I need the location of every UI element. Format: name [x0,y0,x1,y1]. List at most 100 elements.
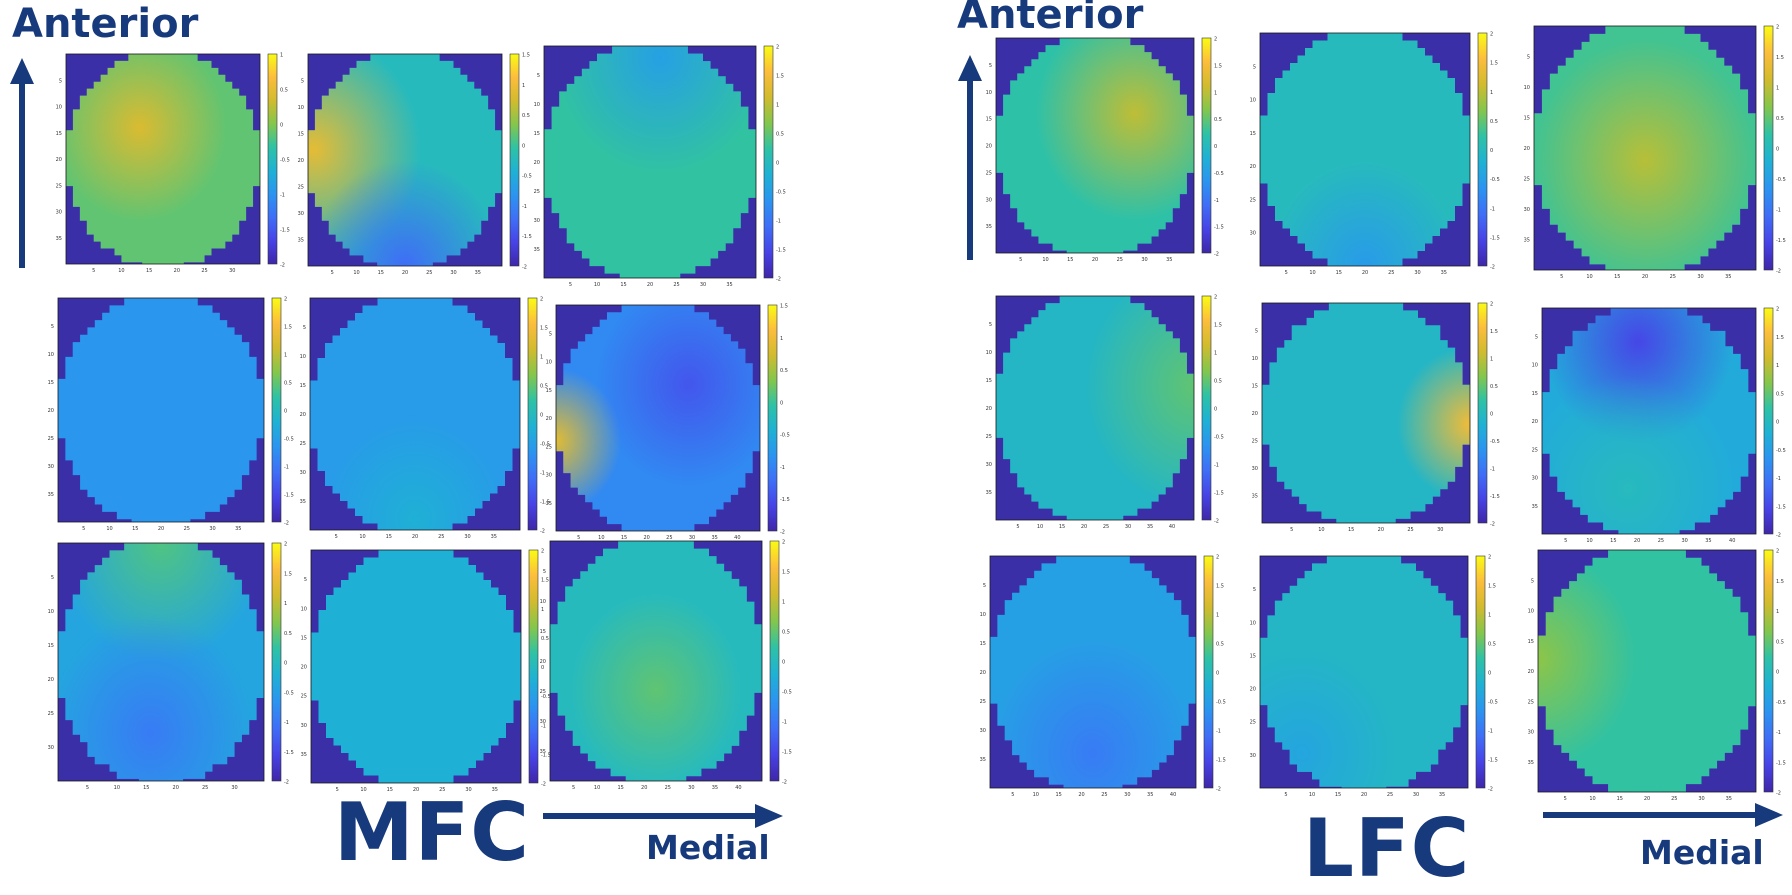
y-tick-label: 25 [1524,177,1530,183]
y-tick-label: 20 [56,157,62,163]
x-tick-label: 10 [118,268,124,274]
colorbar-tick-label: 0.5 [541,636,549,642]
colorbar-tick-label: -0.5 [540,442,550,448]
y-tick-label: 5 [301,79,304,85]
colorbar-tick-label: -1.5 [1776,504,1786,510]
y-tick-label: 10 [1524,85,1530,91]
colorbar-tick-label: 0.5 [284,381,292,387]
y-tick-label: 15 [534,131,540,137]
x-tick-label: 20 [1642,274,1648,280]
colorbar-tick-label: -1 [1214,463,1219,469]
colorbar-tick-label: 1 [522,83,525,89]
y-tick-label: 5 [304,577,307,583]
colorbar-tick-label: -0.5 [1490,439,1500,445]
colorbar-tick-label: 2 [284,297,287,303]
x-tick-label: 30 [700,282,706,288]
x-tick-label: 20 [641,785,647,791]
x-tick-label: 15 [1059,524,1065,530]
colorbar-tick-label: 0 [780,400,783,406]
y-tick-label: 20 [540,659,546,665]
x-tick-label: 25 [1101,792,1107,798]
x-tick-label: 10 [594,282,600,288]
colorbar-tick-label: -0.5 [1776,177,1786,183]
colorbar-tick-label: 2 [1776,549,1779,555]
x-tick-label: 40 [1729,538,1735,544]
y-tick-label: 15 [1528,639,1534,645]
x-tick-label: 30 [229,268,235,274]
colorbar-tick-label: -1.5 [1488,758,1498,764]
colorbar-tick-label: -1.5 [1776,238,1786,244]
colorbar-tick-label: 1.5 [780,304,788,310]
y-tick-label: 5 [1535,334,1538,340]
contact-map-mfc-r1c2: 1.5 1 0.5 0 -0.5 -1 -1.5 -2 5 10 15 20 25 30 35 5 10 15 20… [296,53,541,288]
y-tick-label: 15 [986,117,992,123]
x-tick-label: 35 [711,535,717,541]
contact-map-mfc-r2c1: 2 1.5 1 0.5 0 -0.5 -1 -1.5 -2 5 10 15 20 25 30 35 5 10 15 2… [46,297,303,544]
x-tick-label: 15 [1067,257,1073,263]
x-tick-label: 10 [106,526,112,532]
x-tick-label: 10 [1589,796,1595,802]
colorbar-tick-label: 0 [280,123,283,129]
x-tick-label: 25 [438,534,444,540]
y-tick-label: 20 [300,412,306,418]
colorbar-tick-label: 1 [780,336,783,342]
y-tick-label: 25 [48,436,54,442]
y-tick-label: 10 [1528,609,1534,615]
x-tick-label: 20 [158,526,164,532]
colorbar-tick-label: -1.5 [284,493,294,499]
y-tick-label: 5 [549,331,552,337]
y-tick-label: 25 [1532,447,1538,453]
colorbar-tick-label: -2 [1214,519,1219,525]
y-tick-label: 35 [300,499,306,505]
y-tick-label: 5 [989,322,992,328]
x-tick-label: 5 [577,535,580,541]
x-tick-label: 10 [1042,257,1048,263]
x-tick-label: 5 [572,785,575,791]
colorbar-tick-label: 0 [1490,412,1493,418]
colorbar-tick-label: 2 [776,45,779,51]
y-tick-label: 10 [56,105,62,111]
y-tick-label: 20 [298,158,304,164]
y-tick-label: 30 [980,728,986,734]
y-tick-label: 15 [1252,384,1258,390]
heatmap-mfc-r2c1: 2 1.5 1 0.5 0 -0.5 -1 -1.5 -2 5 10 15 20 25 30 35 5 10 15 2… [48,297,294,533]
colorbar-tick-label: -2 [522,265,527,271]
contact-map-lfc-r1c3: 2 1.5 1 0.5 0 -0.5 -1 -1.5 -2 5 10 15 20 25 30 35 5 10 15 2… [1522,25,1792,292]
colorbar-tick-label: 1.5 [1214,63,1222,69]
colorbar-tick-label: -0.5 [284,437,294,443]
x-tick-label: 10 [353,270,359,276]
x-tick-label: 5 [335,534,338,540]
x-tick-label: 25 [673,282,679,288]
colorbar-tick-label: -2 [776,277,781,283]
x-tick-label: 20 [1634,538,1640,544]
lfc-group-label: LFC [1303,802,1471,895]
colorbar-tick-label: -2 [1488,787,1493,793]
mfc-medial-label: Medial [646,828,770,867]
x-tick-label: 25 [665,785,671,791]
colorbar-tick-label: 1.5 [1490,329,1498,335]
y-tick-label: 20 [1524,146,1530,152]
heatmap-lfc-r2c3: 2 1.5 1 0.5 0 -0.5 -1 -1.5 -2 5 10 15 20 25 30 35 40 5 10 1… [1532,307,1786,545]
y-tick-label: 10 [1532,363,1538,369]
colorbar-tick-label: -1.5 [1214,225,1224,231]
y-tick-label: 15 [1524,116,1530,122]
x-tick-label: 30 [1437,527,1443,533]
colorbar-tick-label: 0 [541,665,544,671]
colorbar-tick-label: -2 [540,529,545,535]
colorbar-tick-label: 0.5 [1214,117,1222,123]
colorbar-tick-label: -1.5 [1776,760,1786,766]
y-tick-label: 20 [1250,164,1256,170]
y-tick-label: 30 [986,197,992,203]
colorbar-tick-label: 0 [284,409,287,415]
x-tick-label: 10 [1586,538,1592,544]
mfc-group-label: MFC [334,786,530,879]
y-tick-label: 20 [986,406,992,412]
colorbar-tick-label: -1.5 [1490,235,1500,241]
contact-map-mfc-r3c3: 2 1.5 1 0.5 0 -0.5 -1 -1.5 -2 5 10 15 20 25 30 35 40 5 10 1… [538,540,801,803]
x-tick-label: 15 [146,268,152,274]
x-tick-label: 15 [617,785,623,791]
colorbar-tick-label: -2 [1214,252,1219,258]
x-tick-label: 35 [1726,796,1732,802]
y-tick-label: 10 [301,606,307,612]
y-tick-label: 15 [1250,131,1256,137]
